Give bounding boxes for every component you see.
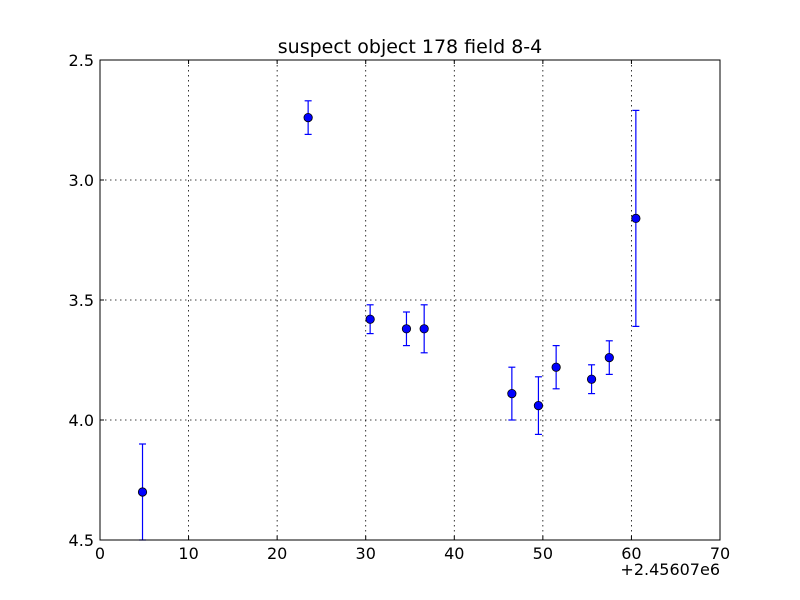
data-point	[419, 324, 429, 334]
x-tick-labels: 0 10 20 30 40 50 60 70	[95, 544, 730, 563]
y-tick-label: 2.5	[69, 51, 94, 70]
grid-lines	[100, 60, 720, 540]
data-point	[604, 352, 614, 363]
data-point	[551, 362, 561, 372]
data-point	[303, 113, 313, 123]
data-point	[365, 314, 375, 324]
error-bars	[139, 100, 640, 541]
x-tick-label: 10	[178, 544, 198, 563]
axis-ticks	[99, 59, 721, 541]
x-tick-label: 20	[267, 544, 287, 563]
data-point	[586, 374, 597, 384]
data-point	[401, 324, 412, 334]
data-point	[137, 487, 148, 497]
y-tick-labels: 2.5 3.0 3.5 4.0 4.5	[69, 51, 94, 550]
y-tick-label: 3.5	[69, 291, 94, 310]
x-tick-label: 50	[533, 544, 553, 563]
x-tick-label: 30	[356, 544, 376, 563]
y-tick-label: 4.5	[69, 531, 94, 550]
y-tick-label: 4.0	[69, 411, 94, 430]
x-tick-label: 0	[95, 544, 105, 563]
data-point	[507, 388, 517, 399]
data-point	[631, 213, 641, 223]
x-tick-label: 60	[621, 544, 641, 563]
y-tick-label: 3.0	[69, 171, 94, 190]
chart-title: suspect object 178 field 8-4	[278, 36, 543, 58]
x-tick-label: 70	[710, 544, 730, 563]
x-tick-label: 40	[444, 544, 464, 563]
x-offset-label: +2.45607e6	[620, 560, 720, 579]
data-points	[137, 113, 641, 497]
data-point	[533, 400, 544, 411]
